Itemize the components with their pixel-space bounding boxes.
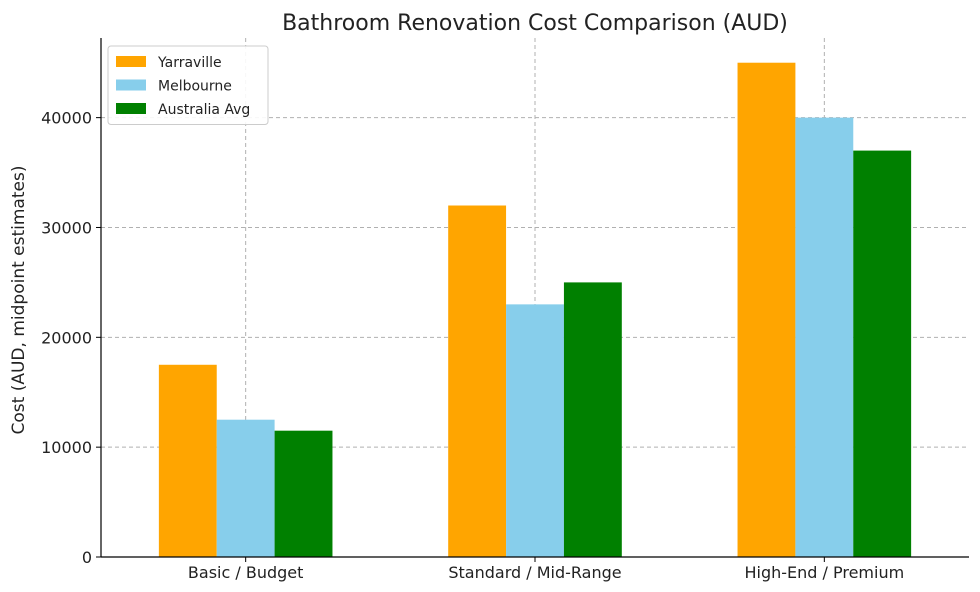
y-axis-label: Cost (AUD, midpoint estimates): [9, 166, 29, 435]
bar-3-2: [563, 282, 622, 557]
legend: Yarraville Melbourne Australia Avg: [107, 45, 269, 125]
legend-swatch-2: [116, 79, 146, 91]
bar-1-2: [448, 205, 507, 557]
legend-label-2: Melbourne: [158, 79, 232, 95]
x-tick-label-0: Basic / Budget: [188, 563, 303, 582]
legend-label-1: Yarraville: [157, 55, 222, 71]
x-tick-label-1: Standard / Mid-Range: [448, 563, 621, 582]
legend-swatch-3: [116, 103, 146, 114]
bar-2-3: [795, 117, 854, 557]
legend-label-3: Australia Avg: [158, 102, 250, 118]
bar-3-3: [853, 150, 912, 558]
chart-title: Bathroom Renovation Cost Comparison (AUD…: [282, 11, 788, 36]
bar-1-1: [158, 364, 217, 557]
y-tick-label-2: 20000: [41, 328, 92, 347]
tick-labels: 0 10000 20000 30000 40000 Basic / Budget Stand…: [41, 109, 904, 582]
y-tick-label-3: 30000: [41, 218, 92, 237]
axes: [96, 38, 969, 562]
bar-2-2: [506, 304, 564, 557]
bar-3-1: [274, 430, 333, 557]
y-tick-label-4: 40000: [41, 109, 92, 128]
bar-2-1: [216, 419, 275, 557]
legend-swatch-1: [116, 56, 146, 67]
bar-1-3: [737, 62, 796, 557]
y-tick-label-1: 10000: [41, 438, 92, 457]
bars: [158, 62, 912, 558]
legend-box: [107, 45, 269, 125]
y-tick-label-0: 0: [82, 548, 92, 567]
x-tick-label-2: High-End / Premium: [744, 563, 904, 582]
